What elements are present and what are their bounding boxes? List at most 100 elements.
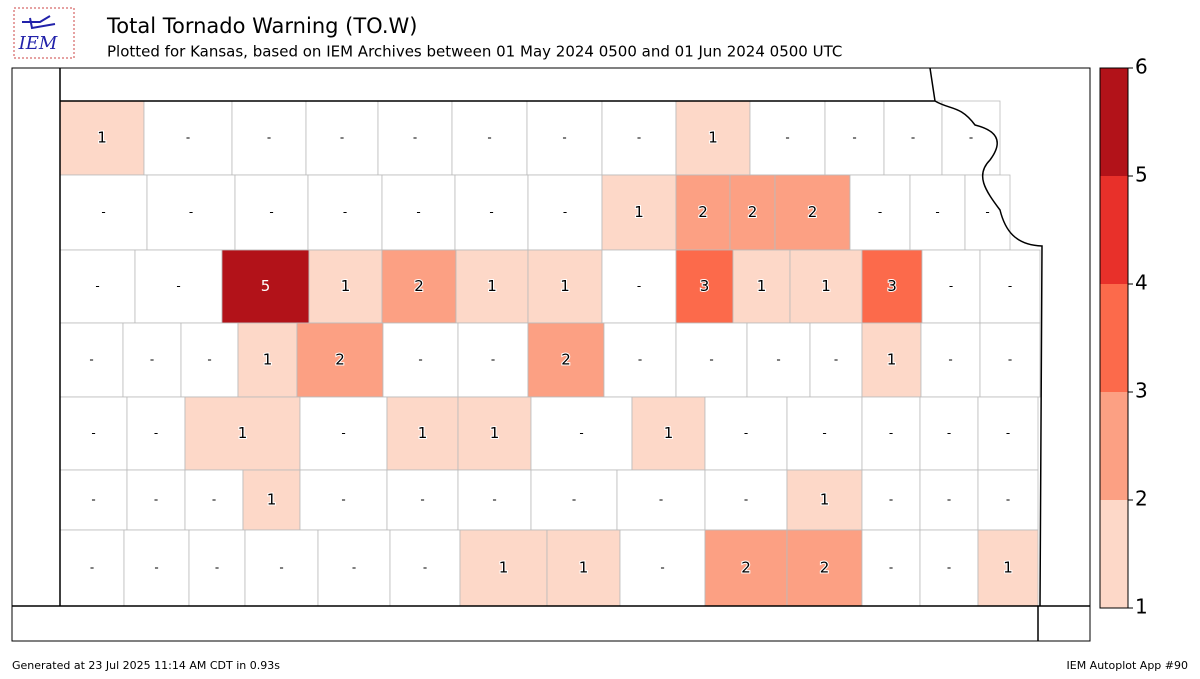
county (964, 174, 1011, 251)
county-label: 1 (664, 424, 674, 442)
county-label: - (186, 131, 190, 145)
county-label: - (947, 426, 951, 440)
county-label: - (418, 353, 422, 367)
county (631, 396, 706, 471)
county-label: - (659, 493, 663, 507)
county (704, 469, 788, 531)
county (601, 100, 677, 176)
county (861, 322, 922, 398)
county (377, 100, 453, 176)
county-label: 1 (634, 203, 644, 221)
county-label: - (416, 205, 420, 219)
state-border (60, 67, 1043, 607)
county (59, 396, 128, 471)
county (457, 396, 532, 471)
county-label: - (340, 131, 344, 145)
county-label: 1 (267, 491, 277, 509)
county-label: - (785, 131, 789, 145)
county-label: 2 (698, 203, 708, 221)
county (729, 174, 776, 251)
county (382, 322, 459, 398)
county-label: - (660, 561, 664, 575)
county-label: 2 (414, 277, 424, 295)
county-label: - (341, 493, 345, 507)
county-label: 1 (97, 129, 107, 147)
county-label: 2 (820, 559, 830, 577)
county (299, 396, 388, 471)
county-label: - (1006, 493, 1010, 507)
county (59, 249, 136, 324)
county-label: 3 (700, 277, 710, 295)
county-label: - (637, 279, 641, 293)
county (126, 469, 186, 531)
county-label: 2 (748, 203, 758, 221)
county-label: - (491, 353, 495, 367)
county-label: - (267, 131, 271, 145)
footer-left: Generated at 23 Jul 2025 11:14 AM CDT in… (12, 659, 280, 672)
county-label: - (489, 205, 493, 219)
county-label: - (947, 561, 951, 575)
county-label: - (822, 426, 826, 440)
title: Total Tornado Warning (TO.W) (106, 14, 417, 38)
county (299, 469, 388, 531)
county-label: - (176, 279, 180, 293)
county (122, 322, 182, 398)
county-label: - (579, 426, 583, 440)
county-label: - (985, 205, 989, 219)
county (530, 469, 618, 531)
county-label: - (91, 426, 95, 440)
county (920, 322, 981, 398)
county (317, 529, 391, 607)
county-label: 1 (238, 424, 248, 442)
county-label: - (150, 353, 154, 367)
county-label: - (207, 353, 211, 367)
county-label: - (947, 493, 951, 507)
county (909, 174, 966, 251)
county-label: - (935, 205, 939, 219)
colorbar-segment (1100, 284, 1128, 392)
county-label: 2 (808, 203, 818, 221)
county-label: - (949, 279, 953, 293)
county (979, 249, 1041, 324)
county (732, 249, 791, 324)
county (786, 396, 863, 471)
county (307, 174, 383, 251)
county-label: - (709, 353, 713, 367)
county-label: 1 (560, 277, 570, 295)
county (675, 249, 734, 324)
county-label: 1 (341, 277, 351, 295)
county (601, 249, 677, 324)
colorbar-tick-label: 6 (1135, 55, 1148, 79)
county-label: 1 (1003, 559, 1013, 577)
county (188, 529, 246, 607)
county (59, 174, 148, 251)
county-label: - (423, 561, 427, 575)
county (749, 100, 826, 176)
county-label: 1 (263, 351, 273, 369)
county-label: - (352, 561, 356, 575)
colorbar-segment (1100, 500, 1128, 608)
colorbar-segment (1100, 176, 1128, 284)
subtitle: Plotted for Kansas, based on IEM Archive… (107, 43, 842, 61)
county (455, 249, 529, 324)
county (308, 249, 383, 324)
county-label: - (1008, 279, 1012, 293)
county (921, 249, 981, 324)
county-label: 1 (579, 559, 589, 577)
county-label: - (744, 426, 748, 440)
county (603, 322, 677, 398)
county-label: - (969, 131, 973, 145)
colorbar-tick-label: 2 (1135, 487, 1148, 511)
county-label: 1 (499, 559, 509, 577)
county-label: - (948, 353, 952, 367)
colorbar-tick-label: 3 (1135, 379, 1148, 403)
county (386, 469, 459, 531)
county (530, 396, 633, 471)
county (184, 396, 301, 471)
county (184, 469, 244, 531)
county-label: 1 (490, 424, 500, 442)
colorbar-frame (1099, 67, 1129, 609)
county (704, 529, 788, 607)
county (979, 322, 1041, 398)
county-label: - (889, 493, 893, 507)
